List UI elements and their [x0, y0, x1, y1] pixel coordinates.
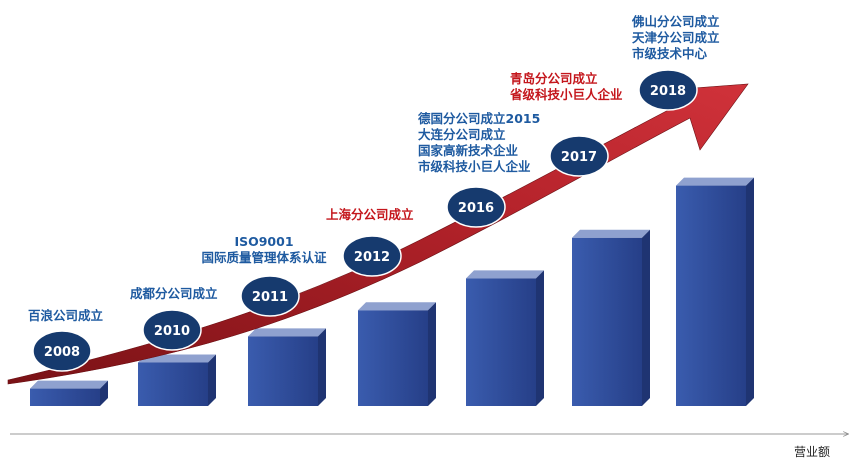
bar-front — [30, 388, 100, 406]
x-axis-label: 营业额 — [794, 445, 830, 459]
bar-2012 — [358, 302, 436, 406]
milestone-line: 成都分公司成立 — [130, 286, 218, 301]
milestone-line: 佛山分公司成立 — [631, 14, 720, 29]
bar-front — [572, 237, 642, 406]
milestone-line: 国家高新技术企业 — [418, 143, 519, 158]
bar-top — [30, 380, 108, 389]
bar-side — [208, 354, 216, 406]
bar-2018 — [676, 177, 754, 406]
milestone-line: 百浪公司成立 — [28, 308, 104, 323]
milestone-line: 市级科技小巨人企业 — [418, 159, 531, 174]
bar-front — [358, 310, 428, 406]
milestone-line: 国际质量管理体系认证 — [201, 250, 327, 265]
bar-top — [676, 177, 754, 186]
milestone-label-2016: 德国分公司成立2015 大连分公司成立国家高新技术企业市级科技小巨人企业 — [418, 111, 540, 174]
bar-2011 — [248, 328, 326, 406]
milestone-label-2018: 佛山分公司成立天津分公司成立市级技术中心 — [631, 14, 720, 61]
badge-ellipse — [446, 186, 506, 228]
milestone-label-2012: 上海分公司成立 — [326, 207, 414, 222]
milestone-label-2008: 百浪公司成立 — [28, 308, 104, 323]
year-badge-2017: 2017 — [549, 135, 609, 177]
milestone-label-2010: 成都分公司成立 — [130, 286, 218, 301]
year-badge-2012: 2012 — [342, 235, 402, 277]
bar-front — [138, 362, 208, 406]
milestone-line: 大连分公司成立 — [418, 127, 506, 142]
bar-top — [572, 229, 650, 238]
bars-layer — [30, 177, 754, 406]
badge-ellipse — [342, 235, 402, 277]
bar-side — [318, 328, 326, 406]
bar-front — [466, 278, 536, 406]
year-badge-2016: 2016 — [446, 186, 506, 228]
badges-layer: 2008 2010 2011 2012 2016 2017 2018 — [32, 69, 698, 372]
bar-2016 — [466, 270, 544, 406]
year-label: 2017 — [561, 150, 597, 165]
year-label: 2018 — [650, 84, 686, 99]
milestone-line: 青岛分公司成立 — [510, 71, 598, 86]
badge-ellipse — [142, 309, 202, 351]
year-badge-2018: 2018 — [638, 69, 698, 111]
year-label: 2010 — [154, 324, 190, 339]
milestone-line: ISO9001 — [234, 234, 293, 249]
bar-side — [428, 302, 436, 406]
badge-ellipse — [32, 330, 92, 372]
year-label: 2011 — [252, 290, 288, 305]
milestone-line: 省级科技小巨人企业 — [509, 87, 623, 102]
milestone-label-2011: ISO9001 国际质量管理体系认证 — [201, 234, 327, 265]
bar-side — [100, 380, 108, 406]
year-badge-2008: 2008 — [32, 330, 92, 372]
milestone-line: 德国分公司成立2015 — [418, 111, 540, 126]
year-badge-2010: 2010 — [142, 309, 202, 351]
bar-top — [358, 302, 436, 311]
badge-ellipse — [240, 275, 300, 317]
bar-top — [466, 270, 544, 279]
bar-side — [746, 177, 754, 406]
bar-2017 — [572, 229, 650, 406]
bar-front — [248, 336, 318, 406]
milestone-line: 天津分公司成立 — [632, 30, 720, 45]
bar-front — [676, 185, 746, 406]
bar-2008 — [30, 380, 108, 406]
year-label: 2016 — [458, 201, 494, 216]
growth-arrow — [7, 83, 749, 385]
bar-top — [248, 328, 326, 337]
badge-ellipse — [549, 135, 609, 177]
year-badge-2011: 2011 — [240, 275, 300, 317]
badge-ellipse — [638, 69, 698, 111]
year-label: 2012 — [354, 250, 390, 265]
labels-layer: 百浪公司成立 成都分公司成立 ISO9001 国际质量管理体系认证 上海分公司成立 德国分… — [28, 14, 720, 323]
bar-2010 — [138, 354, 216, 406]
milestone-label-2017: 青岛分公司成立省级科技小巨人企业 — [509, 71, 623, 102]
milestone-line: 上海分公司成立 — [326, 207, 414, 222]
bar-side — [642, 229, 650, 406]
milestone-line: 市级技术中心 — [632, 46, 708, 61]
year-label: 2008 — [44, 345, 80, 360]
bar-side — [536, 270, 544, 406]
